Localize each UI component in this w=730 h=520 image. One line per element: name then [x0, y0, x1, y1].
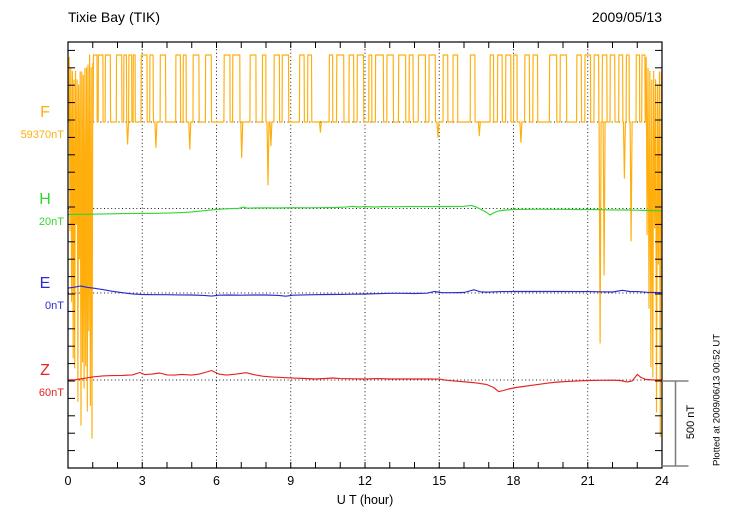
x-tick-label-12: 12: [358, 474, 372, 488]
x-axis-label: U T (hour): [336, 493, 394, 507]
plotted-at-note: Plotted at 2009/06/13 00:52 UT: [711, 333, 723, 467]
channel-label-e: E: [39, 275, 51, 292]
channel-baseline-value-h: 20nT: [38, 215, 64, 228]
plot-date: 2009/05/13: [591, 9, 662, 25]
x-tick-label-9: 9: [287, 474, 295, 488]
x-tick-label-24: 24: [655, 474, 669, 488]
x-tick-label-0: 0: [64, 474, 72, 488]
x-tick-label-15: 15: [432, 474, 447, 488]
channel-label-f: F: [40, 104, 50, 121]
station-title: Tixie Bay (TIK): [68, 9, 161, 25]
x-tick-label-3: 3: [138, 474, 146, 488]
channel-baseline-value-e: 0nT: [45, 300, 64, 312]
x-tick-label-21: 21: [580, 474, 595, 488]
channel-label-z: Z: [40, 362, 50, 379]
x-tick-label-18: 18: [506, 474, 521, 488]
channel-label-h: H: [39, 190, 51, 208]
x-tick-label-6: 6: [213, 474, 220, 488]
scale-bar-label: 500 nT: [685, 404, 697, 440]
channel-baseline-value-z: 60nT: [38, 387, 64, 399]
channel-baseline-value-f: 59370nT: [20, 129, 64, 141]
